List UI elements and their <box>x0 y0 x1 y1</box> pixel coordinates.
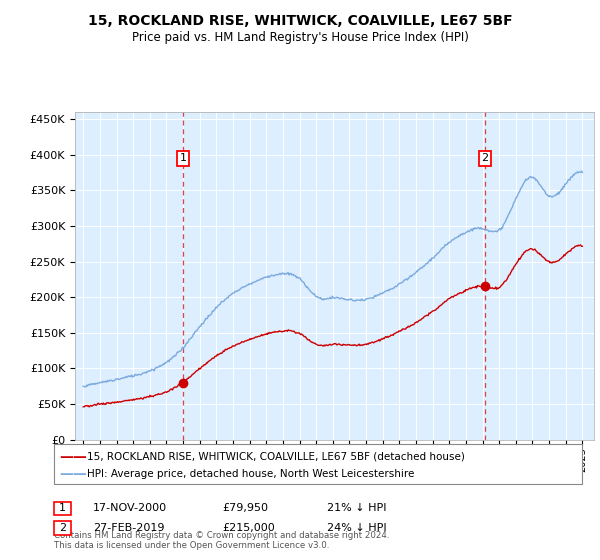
Text: £79,950: £79,950 <box>222 503 268 513</box>
Text: 2: 2 <box>59 522 66 533</box>
Text: HPI: Average price, detached house, North West Leicestershire: HPI: Average price, detached house, Nort… <box>87 469 415 479</box>
Text: ——: —— <box>59 450 86 464</box>
Text: £215,000: £215,000 <box>222 522 275 533</box>
Text: Price paid vs. HM Land Registry's House Price Index (HPI): Price paid vs. HM Land Registry's House … <box>131 31 469 44</box>
Text: Contains HM Land Registry data © Crown copyright and database right 2024.
This d: Contains HM Land Registry data © Crown c… <box>54 530 389 550</box>
Text: 1: 1 <box>179 153 187 164</box>
Text: 15, ROCKLAND RISE, WHITWICK, COALVILLE, LE67 5BF (detached house): 15, ROCKLAND RISE, WHITWICK, COALVILLE, … <box>87 452 465 462</box>
Text: 15, ROCKLAND RISE, WHITWICK, COALVILLE, LE67 5BF: 15, ROCKLAND RISE, WHITWICK, COALVILLE, … <box>88 14 512 28</box>
Text: ——: —— <box>59 467 86 482</box>
Text: 24% ↓ HPI: 24% ↓ HPI <box>327 522 386 533</box>
Text: 21% ↓ HPI: 21% ↓ HPI <box>327 503 386 513</box>
Text: 27-FEB-2019: 27-FEB-2019 <box>93 522 164 533</box>
Text: 17-NOV-2000: 17-NOV-2000 <box>93 503 167 513</box>
Text: 2: 2 <box>481 153 488 164</box>
Text: 1: 1 <box>59 503 66 513</box>
